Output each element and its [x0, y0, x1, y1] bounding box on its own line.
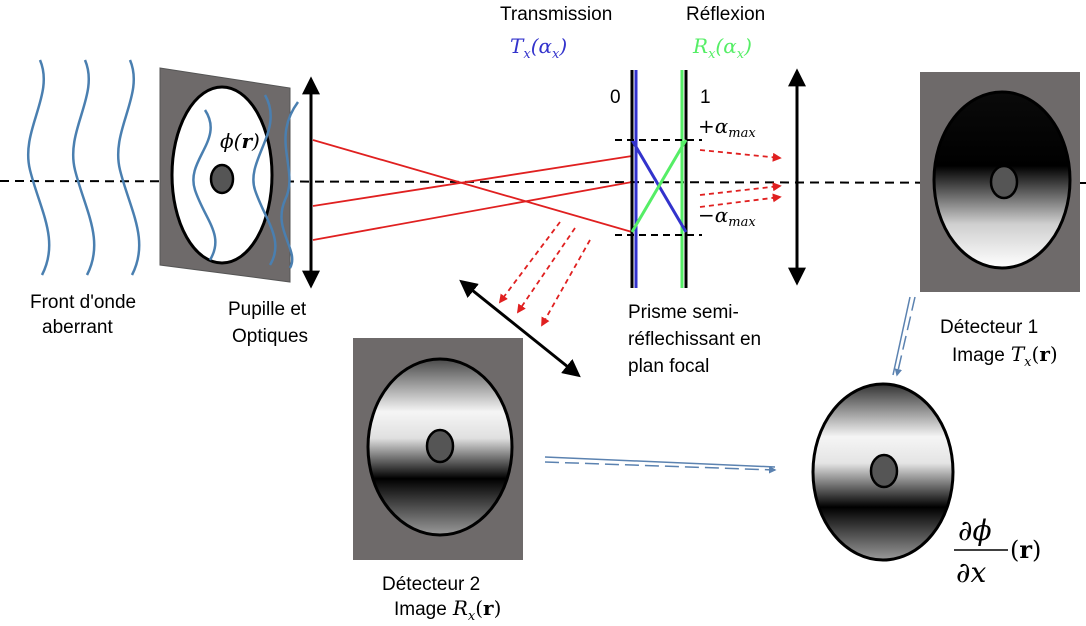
svg-text:∂x: ∂x: [956, 556, 986, 589]
pupil-label-1: Pupille et: [228, 299, 307, 320]
reflected-rays: [498, 221, 591, 327]
transmitted-rays: [699, 149, 782, 208]
reflexion-function: Rx(αx): [692, 34, 752, 62]
aberrant-wavefront: [27, 59, 141, 276]
detector-2: [353, 338, 523, 560]
minus-alpha-max: −αmax: [698, 203, 756, 230]
front-label-2: aberrant: [42, 317, 113, 338]
phase-defect: [209, 163, 235, 195]
svg-text:(r): (r): [1010, 535, 1041, 564]
detector-2-image-label: Image Rx(r): [394, 596, 501, 624]
svg-text:∂ϕ: ∂ϕ: [958, 514, 992, 547]
prism-label-1: Prisme semi-: [628, 302, 739, 323]
focused-rays: [312, 139, 633, 241]
transmitted-wavefront: [280, 101, 300, 269]
reflection-lens: [459, 279, 581, 378]
transmission-function: Tx(αx): [510, 34, 567, 62]
plus-alpha-max: +αmax: [698, 114, 756, 141]
reflexion-curve: [630, 139, 688, 233]
semi-reflective-prism: [615, 70, 702, 288]
transmission-label: Transmission: [500, 4, 612, 25]
prism-label-2: réflechissant en: [628, 329, 761, 350]
detector-2-label: Détecteur 2: [382, 574, 480, 595]
detector-1-image-label: Image Tx(r): [952, 342, 1058, 370]
pupil-plate: [159, 67, 300, 283]
detector-1: [920, 72, 1080, 292]
reflexion-label: Réflexion: [686, 4, 765, 25]
prism-label-3: plan focal: [628, 356, 709, 377]
scale-one: 1: [700, 87, 711, 108]
pupil-label-2: Optiques: [232, 326, 308, 347]
phase-label: ϕ(r): [220, 129, 260, 153]
derivative-image: [811, 382, 955, 562]
detector-1-label: Détecteur 1: [940, 317, 1038, 338]
combination-arrows: [544, 296, 916, 474]
scale-zero: 0: [610, 87, 621, 108]
derivative-label: ∂ϕ ∂x (r): [954, 514, 1041, 589]
front-label-1: Front d'onde: [30, 292, 136, 313]
